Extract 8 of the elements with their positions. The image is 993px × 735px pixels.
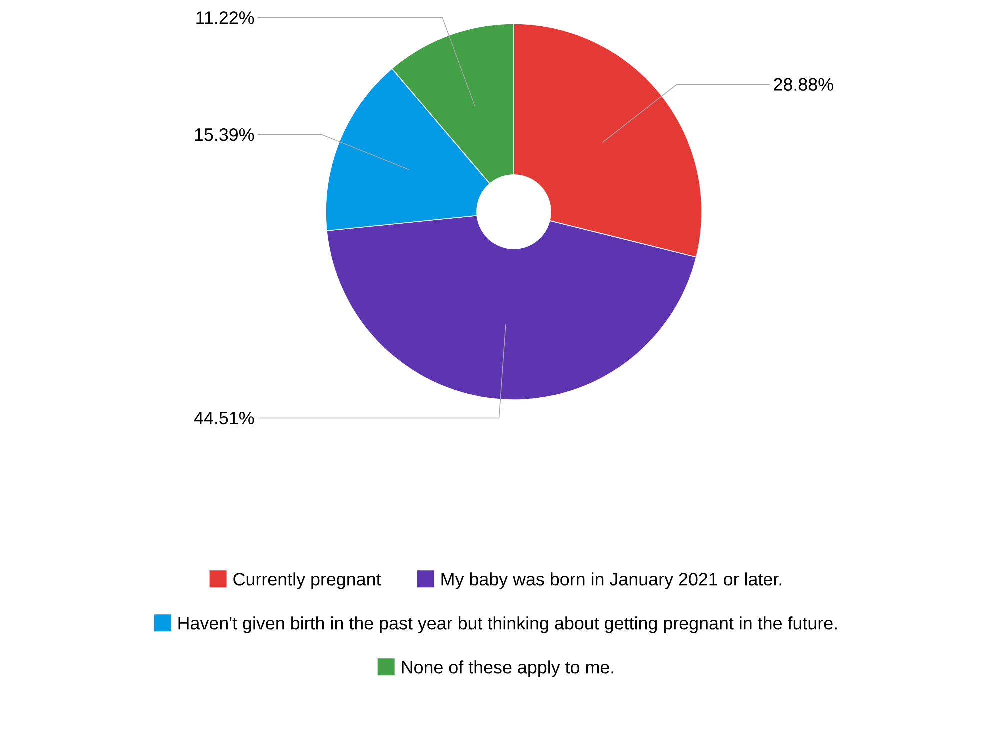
legend-label: Haven't given birth in the past year but thinking about getting pregnant in the future. xyxy=(178,616,837,634)
legend-label: Currently pregnant xyxy=(234,572,382,590)
data-label: 44.51% xyxy=(194,412,254,425)
legend-label: My baby was born in January 2021 or later. xyxy=(442,572,782,590)
data-label: 11.22% xyxy=(196,12,254,24)
data-label: 15.39% xyxy=(195,128,254,142)
data-label: 28.88% xyxy=(774,78,834,91)
legend-label: None of these apply to me. xyxy=(402,660,614,678)
